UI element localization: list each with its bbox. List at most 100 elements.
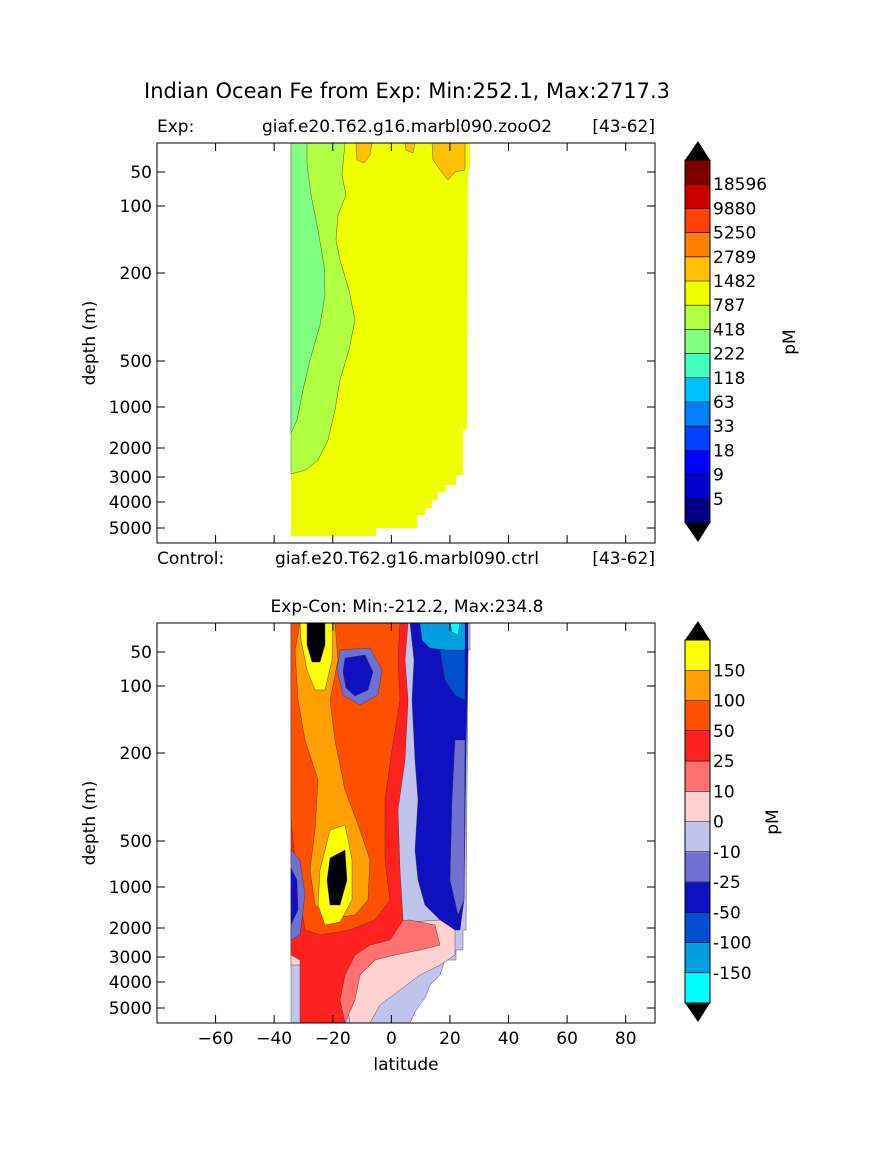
panel-top-ylabel: depth (m) [80,301,100,386]
colorbar-segment [685,640,710,671]
colorbar-segment [685,942,710,974]
ytick-label: 500 [120,352,152,372]
colorbar-segment [685,700,710,732]
colorbar-level-label: 150 [713,661,745,681]
ytick-label: 50 [130,643,152,663]
panel-top-yticks: 50 100 200 500 1000 2000 3000 4000 5000 [109,143,655,543]
colorbar-bottom-frame [684,639,711,1004]
xtick-label: 0 [386,1029,397,1049]
colorbar-segment [685,670,710,701]
colorbar-level-label: 5 [713,490,724,510]
colorbar-segment [685,329,710,355]
colorbar-segment [685,821,710,853]
ytick-label: 5000 [109,519,152,539]
diff-orange [294,623,371,919]
colorbar-level-label: 118 [713,369,745,389]
diff-cyan-surface [449,623,461,636]
colorbar-segment [685,256,710,282]
colorbar-level-label: 0 [713,813,724,833]
panel-bottom-title: Exp-Con: Min:-212.2, Max:234.8 [271,597,544,617]
colorbar-bottom-extend-max [685,621,710,640]
colorbar-level-label: 25 [713,752,735,772]
panel-top-field [290,143,470,536]
panel-bottom-xticks: −60 −40 −20 0 20 40 60 80 [198,623,637,1049]
colorbar-level-label: -150 [713,964,752,984]
colorbar-level-label: 787 [713,296,745,316]
panel-top: Exp: giaf.e20.T62.g16.marbl090.zooO2 [43… [80,117,656,569]
colorbar-segment [685,426,710,451]
colorbar-top: 5 9 18 33 63 118 222 418 787 1482 2789 5250 9880 1859… [684,141,800,542]
colorbar-level-label: -100 [713,934,752,954]
colorbar-top-label: pM [780,329,800,354]
colorbar-segment [685,761,710,792]
panel-top-subtitle-right: [43-62] [592,549,655,569]
ytick-label: 200 [120,744,152,764]
colorbar-level-label: 18 [713,441,735,461]
colorbar-level-label: 63 [713,393,735,413]
panel-top-title-right: [43-62] [592,117,655,137]
xtick-label: 20 [439,1029,461,1049]
region-1482-2789-c [404,143,416,154]
colorbar-level-label: -10 [713,843,741,863]
figure-suptitle: Indian Ocean Fe from Exp: Min:252.1, Max… [144,79,670,103]
colorbar-segment [685,232,710,258]
colorbar-level-label: -25 [713,873,741,893]
colorbar-segment [685,882,710,913]
ytick-label: 1000 [109,878,152,898]
colorbar-segment [685,377,710,403]
ytick-label: 100 [120,677,152,697]
panel-top-title-left: Exp: [157,117,194,137]
panel-top-subtitle-left: Control: [157,549,224,569]
colorbar-top-extend-min [685,523,710,542]
ytick-label: 4000 [109,973,152,993]
ytick-label: 3000 [109,468,152,488]
diff-blue-surface-deep [439,649,466,701]
colorbar-bottom-extend-min [685,1003,710,1022]
xtick-label: 40 [498,1029,520,1049]
colorbar-segment [685,160,710,185]
xtick-label: 60 [556,1029,578,1049]
colorbar-level-label: 9880 [713,199,756,219]
ytick-label: 3000 [109,948,152,968]
colorbar-segment [685,353,710,379]
colorbar-segment [685,450,710,476]
ytick-label: 1000 [109,398,152,418]
panel-bottom-yticks: 50 100 200 500 1000 2000 3000 4000 5000 [109,643,655,1019]
colorbar-segment [685,402,710,427]
colorbar-level-label: 418 [713,320,745,340]
diff-blue-east-light [449,739,466,916]
colorbar-level-label: 10 [713,782,735,802]
region-222-418 [290,143,326,434]
xtick-label: −40 [256,1029,292,1049]
diff-blob-dark [342,654,374,697]
colorbar-segment [685,791,710,822]
panel-bottom-frame [156,622,656,1024]
colorbar-segment [685,912,710,943]
panel-top-title-center: giaf.e20.T62.g16.marbl090.zooO2 [262,117,552,137]
colorbar-segment [685,281,710,306]
colorbar-segment [685,184,710,209]
xtick-label: −60 [198,1029,234,1049]
colorbar-level-label: 100 [713,692,745,712]
ytick-label: 500 [120,832,152,852]
colorbar-segment [685,851,710,883]
colorbar-level-label: 5250 [713,224,756,244]
ytick-label: 200 [120,264,152,284]
region-1482-2789-b [431,143,466,181]
colorbar-level-label: 33 [713,417,735,437]
colorbar-level-label: 2789 [713,248,756,268]
colorbar-top-extend-max [685,141,710,160]
diff-left-blue-dark [290,867,299,926]
panel-bottom-xlabel: latitude [373,1055,438,1075]
colorbar-segment [685,730,710,762]
ytick-label: 50 [130,163,152,183]
colorbar-segment [685,498,710,524]
diff-max-lower [326,849,348,906]
ytick-label: 2000 [109,919,152,939]
colorbar-level-label: -50 [713,903,741,923]
colorbar-segment [685,208,710,234]
colorbar-top-frame [684,159,711,524]
ytick-label: 100 [120,197,152,217]
colorbar-bottom-label: pM [763,809,783,834]
panel-bottom-ylabel: depth (m) [80,781,100,866]
